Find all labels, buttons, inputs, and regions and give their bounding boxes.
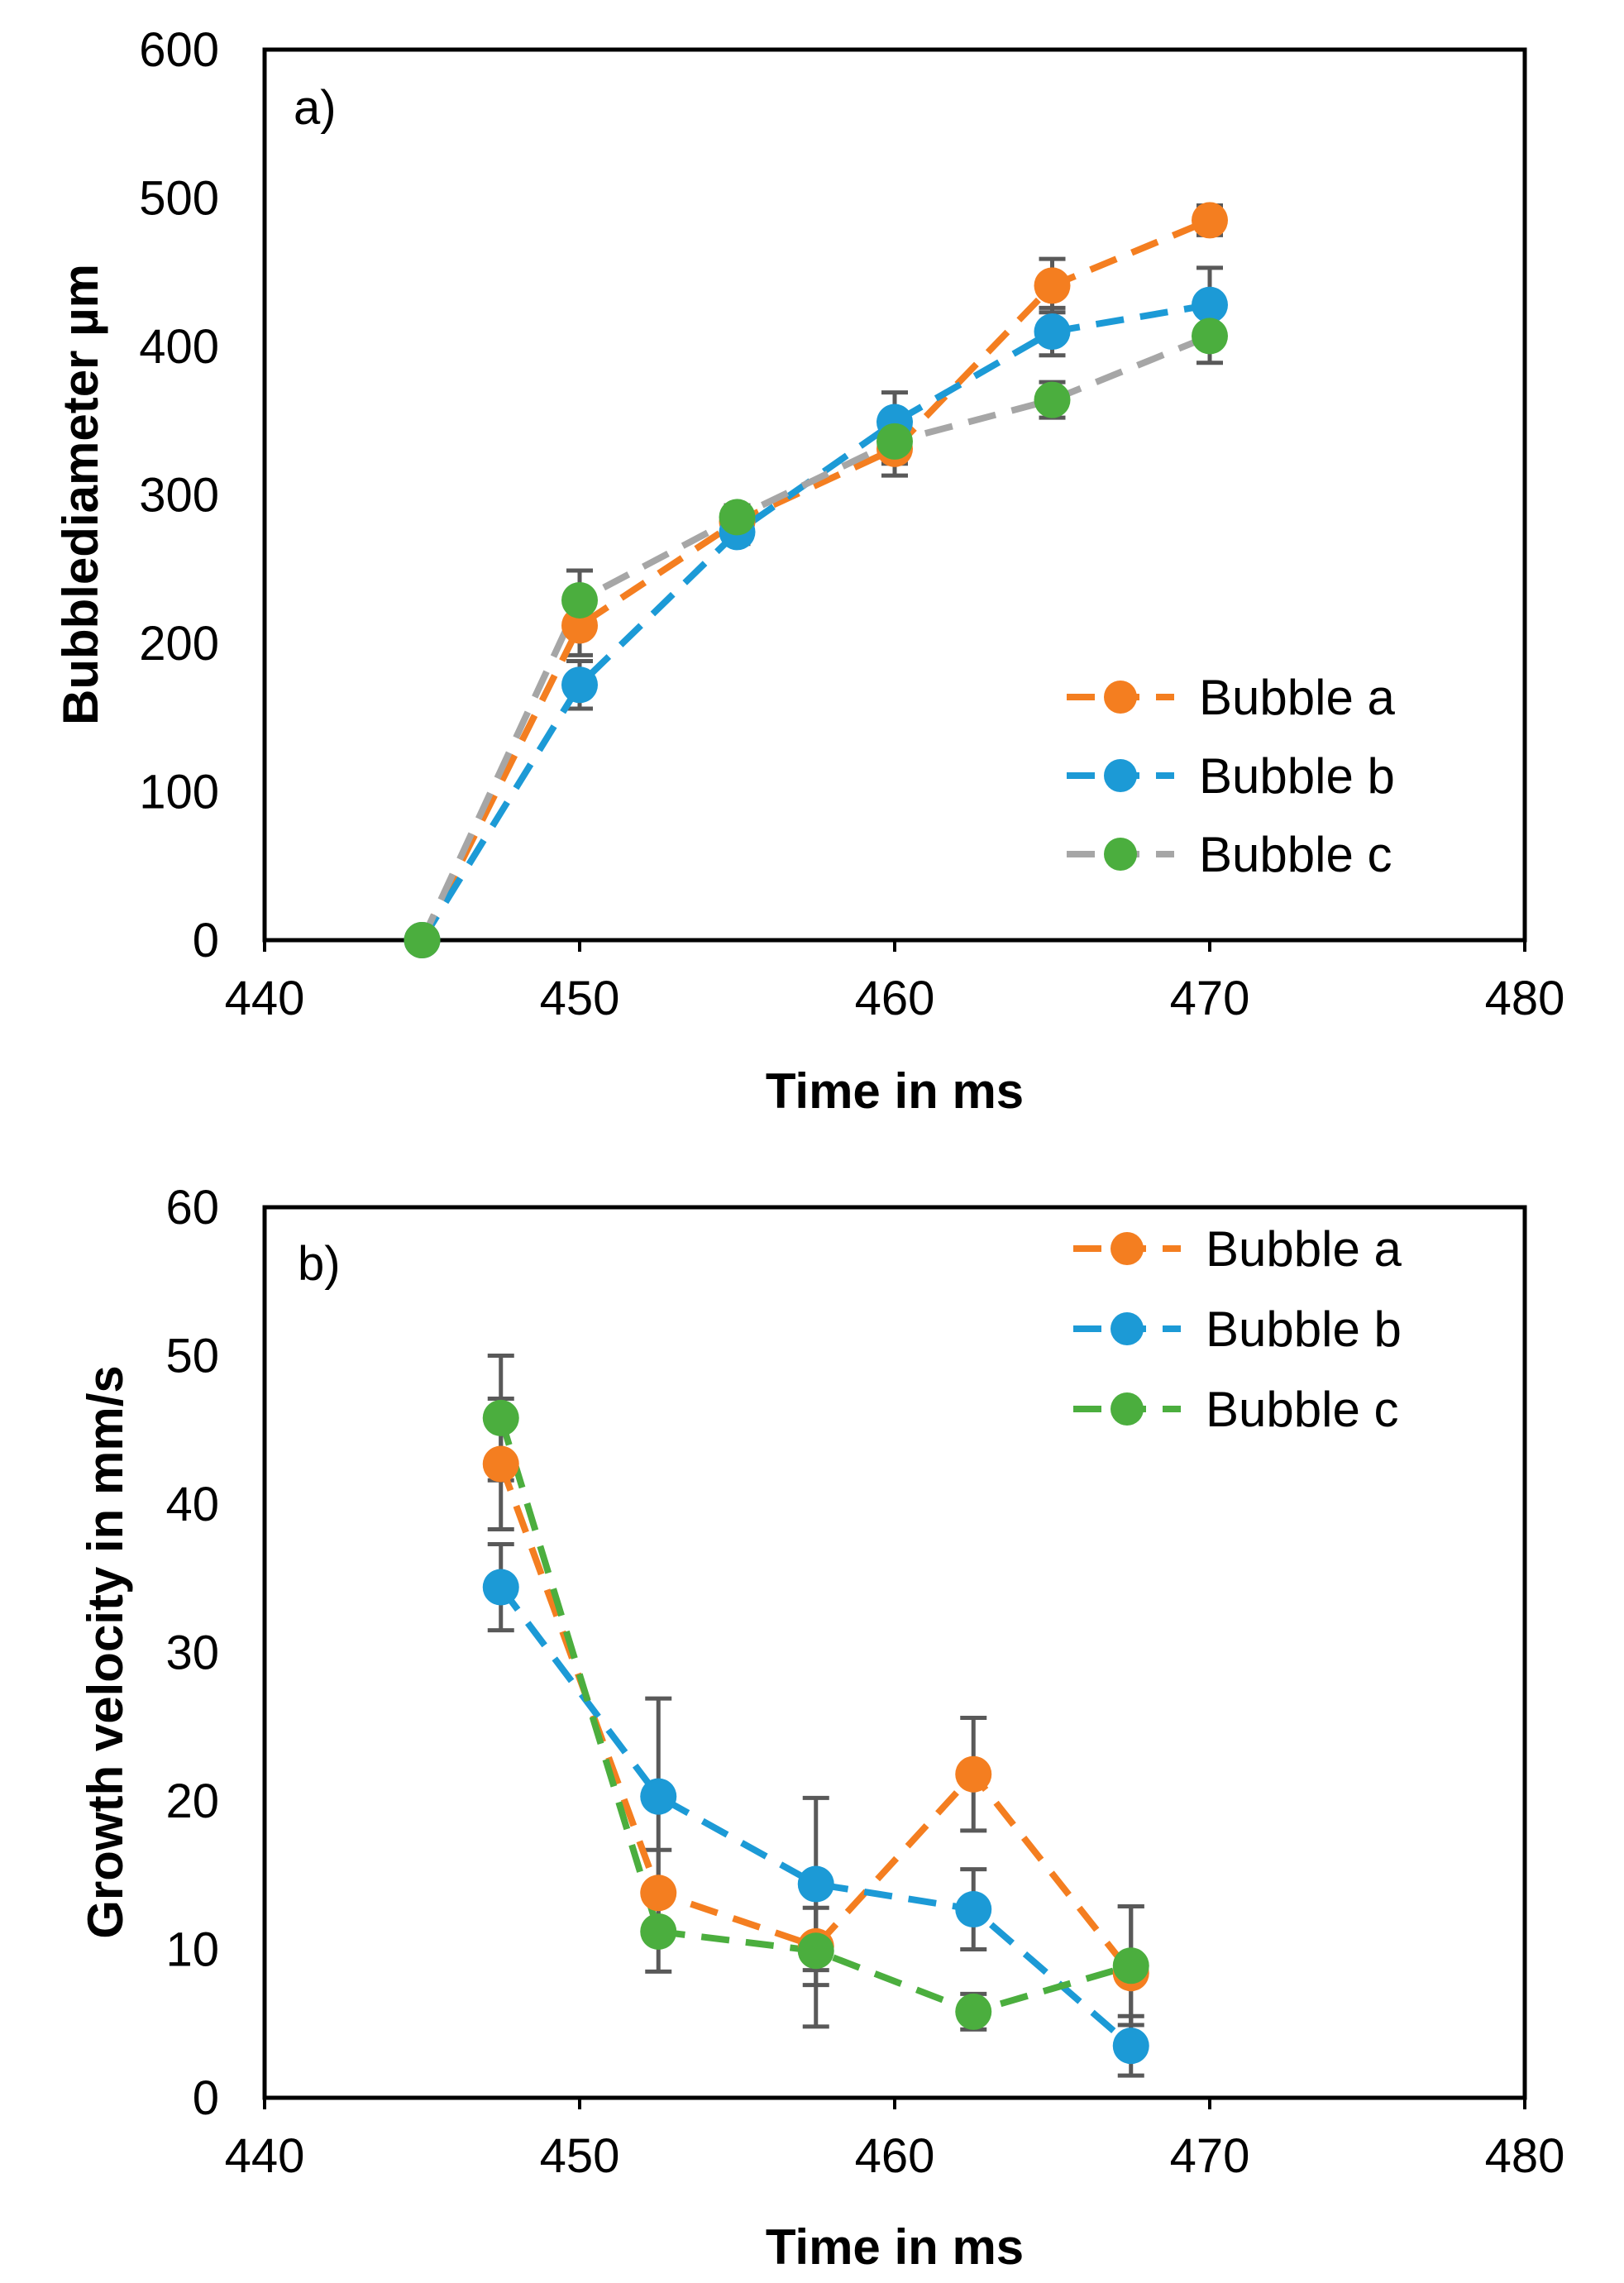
data-point-bubble-b bbox=[482, 1569, 519, 1606]
y-tick-label: 30 bbox=[165, 1626, 219, 1680]
plot-area-a bbox=[262, 47, 1527, 943]
panel-label-a: a) bbox=[294, 81, 337, 135]
chart-panel-a: a) Time in ms Bubblediameter µm 440 450 46… bbox=[53, 23, 1564, 1119]
legend-b: Bubble a Bubble b Bubble c bbox=[1073, 1221, 1402, 1437]
y-tick-label: 400 bbox=[139, 320, 219, 374]
data-point-bubble-c bbox=[482, 1399, 519, 1436]
legend-marker bbox=[1111, 1392, 1144, 1426]
data-point-bubble-c bbox=[1112, 1947, 1149, 1984]
data-point-bubble-a bbox=[561, 607, 598, 644]
data-point-bubble-b bbox=[955, 1891, 992, 1928]
legend-item: Bubble a bbox=[1073, 1221, 1402, 1277]
y-tick-label: 300 bbox=[139, 469, 219, 523]
x-tick-label: 460 bbox=[855, 2129, 935, 2183]
x-tick-label: 440 bbox=[225, 2129, 305, 2183]
legend-marker bbox=[1111, 1312, 1144, 1345]
x-tick-label: 440 bbox=[225, 972, 305, 1025]
y-tick-labels-b: 0 10 20 30 40 50 60 bbox=[165, 1181, 219, 2125]
data-point-bubble-c bbox=[876, 423, 913, 460]
data-point-bubble-c bbox=[1192, 318, 1228, 355]
x-tick-label: 480 bbox=[1485, 972, 1565, 1025]
legend-label: Bubble b bbox=[1206, 1302, 1402, 1357]
legend-a: Bubble a Bubble b Bubble c bbox=[1067, 670, 1395, 882]
y-axis-title-b: Growth velocity in mm/s bbox=[78, 1365, 133, 1939]
data-point-bubble-b bbox=[797, 1865, 834, 1903]
y-tick-label: 200 bbox=[139, 617, 219, 671]
legend-item: Bubble b bbox=[1073, 1302, 1402, 1357]
x-tick-labels-a: 440 450 460 470 480 bbox=[225, 940, 1565, 1025]
data-point-bubble-c bbox=[640, 1913, 677, 1950]
legend-label: Bubble c bbox=[1199, 827, 1392, 882]
data-point-bubble-c bbox=[955, 1993, 992, 2030]
data-point-bubble-c bbox=[1034, 381, 1071, 418]
legend-item: Bubble a bbox=[1067, 670, 1395, 725]
series-line-bubble-a bbox=[497, 1463, 1134, 1975]
legend-item: Bubble b bbox=[1067, 748, 1395, 804]
legend-marker bbox=[1104, 759, 1137, 792]
y-tick-label: 100 bbox=[139, 766, 219, 819]
data-point-bubble-a bbox=[482, 1445, 519, 1483]
data-point-bubble-a bbox=[640, 1875, 677, 1912]
y-tick-label: 20 bbox=[165, 1774, 219, 1828]
legend-label: Bubble c bbox=[1206, 1382, 1399, 1437]
data-point-bubble-b bbox=[1034, 313, 1071, 351]
data-point-bubble-a bbox=[1034, 267, 1071, 304]
legend-label: Bubble b bbox=[1199, 748, 1395, 804]
series-layer-a bbox=[404, 202, 1228, 958]
legend-marker bbox=[1104, 838, 1137, 871]
data-point-bubble-c bbox=[404, 922, 441, 958]
series-line-bubble-b bbox=[498, 1585, 1134, 2049]
legend-marker bbox=[1111, 1232, 1144, 1265]
legend-marker bbox=[1104, 681, 1137, 714]
series-line-bubble-b bbox=[419, 301, 1211, 943]
legend-label: Bubble a bbox=[1206, 1221, 1402, 1277]
data-point-bubble-c bbox=[561, 581, 598, 619]
series-layer-b bbox=[482, 1354, 1149, 2078]
x-tick-label: 450 bbox=[540, 2129, 620, 2183]
data-point-bubble-b bbox=[1192, 286, 1228, 323]
series-line-bubble-c bbox=[418, 332, 1211, 942]
data-point-bubble-b bbox=[1112, 2027, 1149, 2065]
x-tick-label: 470 bbox=[1170, 2129, 1250, 2183]
x-tick-label: 480 bbox=[1485, 2129, 1565, 2183]
legend-item: Bubble c bbox=[1073, 1382, 1399, 1437]
legend-label: Bubble a bbox=[1199, 670, 1395, 725]
y-tick-label: 0 bbox=[193, 2071, 219, 2125]
chart-panel-b: b) Time in ms Growth velocity in mm/s 44… bbox=[78, 1181, 1564, 2275]
y-tick-label: 40 bbox=[165, 1478, 219, 1531]
series-line-bubble-a bbox=[418, 217, 1211, 942]
x-axis-title-a: Time in ms bbox=[766, 1063, 1024, 1119]
y-tick-label: 60 bbox=[165, 1181, 219, 1235]
legend-item: Bubble c bbox=[1067, 827, 1392, 882]
panel-label-b: b) bbox=[298, 1237, 341, 1291]
y-tick-label: 10 bbox=[165, 1923, 219, 1977]
data-point-bubble-b bbox=[640, 1778, 677, 1815]
data-point-bubble-c bbox=[719, 499, 756, 536]
x-tick-labels-b: 440 450 460 470 480 bbox=[225, 2098, 1565, 2183]
data-point-bubble-c bbox=[797, 1932, 834, 1970]
x-tick-label: 470 bbox=[1170, 972, 1250, 1025]
data-point-bubble-b bbox=[561, 666, 598, 704]
data-point-bubble-a bbox=[1192, 202, 1228, 239]
data-point-bubble-a bbox=[955, 1755, 992, 1793]
y-axis-title-a: Bubblediameter µm bbox=[53, 264, 108, 725]
x-tick-label: 450 bbox=[540, 972, 620, 1025]
x-axis-title-b: Time in ms bbox=[766, 2219, 1024, 2275]
y-tick-labels-a: 0 100 200 300 400 500 600 bbox=[139, 23, 219, 967]
x-tick-label: 460 bbox=[855, 972, 935, 1025]
y-tick-label: 0 bbox=[193, 914, 219, 967]
y-tick-label: 500 bbox=[139, 172, 219, 226]
y-tick-label: 50 bbox=[165, 1330, 219, 1383]
y-tick-label: 600 bbox=[139, 23, 219, 77]
